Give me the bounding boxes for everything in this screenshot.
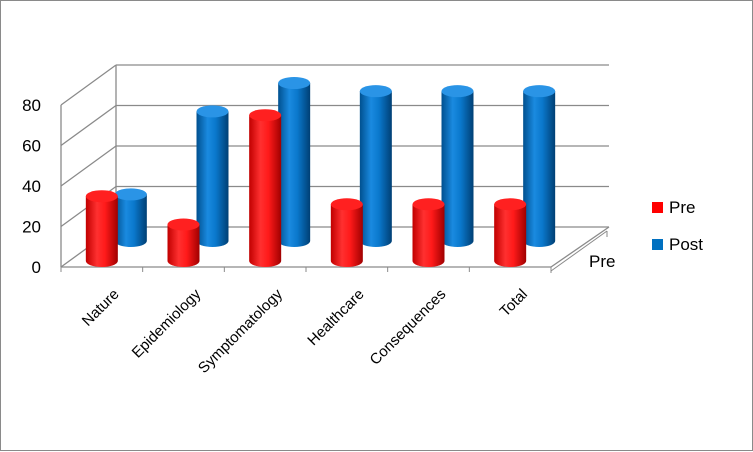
y-tick-label: 60	[22, 137, 41, 156]
legend-label-post: Post	[669, 235, 703, 254]
depth-axis-label: Pre	[589, 252, 615, 271]
bar-pre	[412, 198, 445, 267]
x-tick-label: Symptomatology	[195, 285, 286, 376]
x-tick-label: Nature	[79, 286, 123, 330]
x-tick-label: Epidemiology	[129, 285, 205, 361]
bar-post	[359, 85, 392, 248]
floor-right-edge	[550, 226, 610, 268]
depth-axis-line	[550, 230, 608, 272]
y-tick-label: 40	[22, 177, 41, 196]
x-tick-label: Consequences	[367, 286, 450, 369]
x-tick-label: Total	[497, 286, 531, 320]
bar-post	[523, 85, 556, 248]
post-series-group	[114, 77, 556, 248]
bar-pre	[330, 198, 363, 267]
legend-swatch-post	[652, 239, 663, 250]
bar-post	[441, 85, 474, 248]
bar-pre	[249, 109, 282, 267]
bar-pre	[85, 190, 118, 267]
x-tick-label: Healthcare	[304, 286, 367, 349]
y-tick-label: 80	[22, 96, 41, 115]
bar-post	[114, 188, 147, 247]
gridline-side	[60, 145, 117, 187]
pre-series-group	[85, 109, 527, 267]
gridline-side	[60, 104, 117, 147]
legend-label-pre: Pre	[669, 198, 695, 217]
bar-post	[278, 77, 311, 247]
gridline-side	[60, 64, 117, 106]
bar-pre	[494, 198, 527, 267]
legend-swatch-pre	[652, 202, 663, 213]
bar-pre	[167, 218, 200, 267]
y-tick-label: 0	[32, 258, 41, 277]
y-tick-label: 20	[22, 218, 41, 237]
legend: Pre Post	[652, 198, 703, 254]
bar-post	[196, 105, 229, 248]
